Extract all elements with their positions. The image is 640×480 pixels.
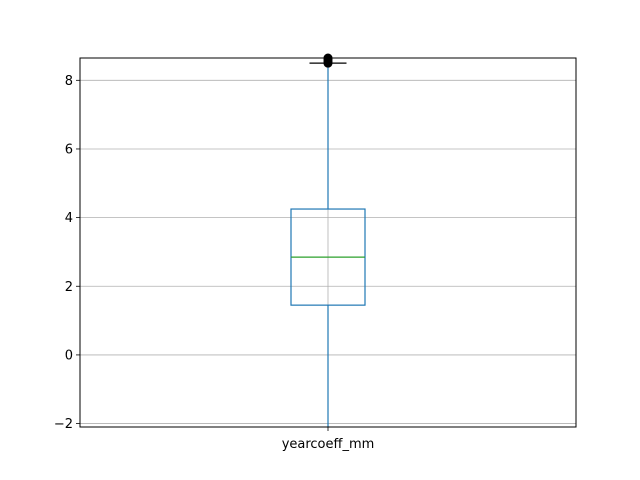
y-tick-label: 2 — [65, 280, 73, 295]
y-tick-label: −2 — [54, 417, 73, 432]
y-tick-label: 0 — [65, 348, 73, 363]
y-tick-label: 8 — [65, 74, 73, 89]
y-tick-label: 6 — [65, 142, 73, 157]
x-tick-label: yearcoeff_mm — [282, 437, 375, 452]
y-tick-label: 4 — [65, 211, 73, 226]
axis-ticks: −2 0 2 4 6 8 yearcoeff_mm — [54, 74, 374, 452]
